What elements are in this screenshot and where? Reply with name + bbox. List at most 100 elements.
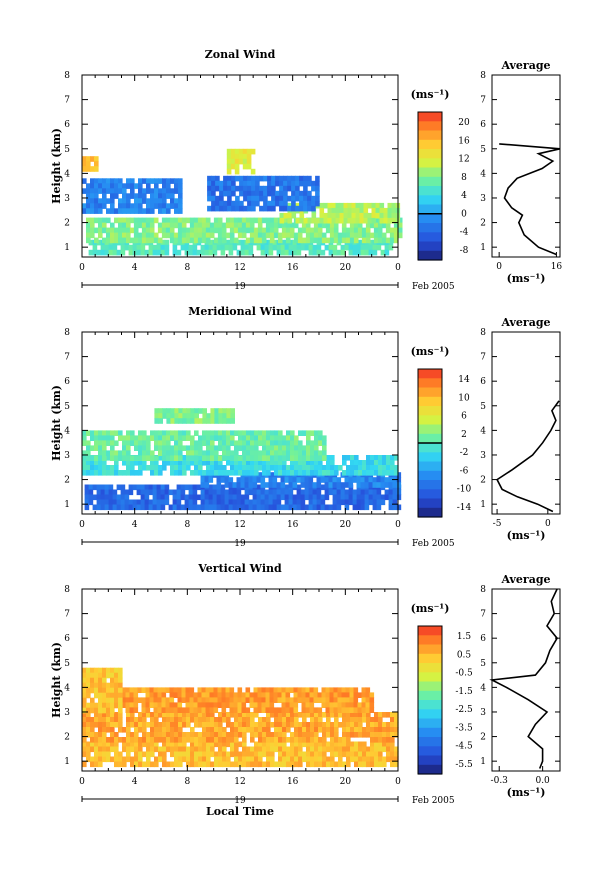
heatmap-cell <box>214 418 219 424</box>
heatmap-cell <box>246 435 251 441</box>
heatmap-cell <box>188 249 194 256</box>
heatmap-cell <box>146 450 151 456</box>
heatmap-cell <box>92 249 98 256</box>
heatmap-cell <box>211 175 216 182</box>
heatmap-cell <box>337 237 343 244</box>
heatmap-cell <box>145 692 151 698</box>
heatmap-cell <box>281 232 287 239</box>
heatmap-cell <box>356 244 362 251</box>
avg-y-tick-label: 1 <box>480 243 486 253</box>
heatmap-cell <box>292 504 298 511</box>
heatmap-cell <box>202 413 207 419</box>
heatmap-cell <box>347 202 353 209</box>
heatmap-cell <box>98 751 103 758</box>
heatmap-cell <box>365 232 371 239</box>
heatmap-cell <box>86 702 91 709</box>
x-tick-label: 8 <box>184 777 190 787</box>
heatmap-cell <box>205 702 211 708</box>
heatmap-cell <box>287 195 292 202</box>
heatmap-cell <box>338 741 343 748</box>
heatmap-cell <box>94 178 99 184</box>
heatmap-cell <box>178 722 183 728</box>
heatmap-cell <box>286 440 291 446</box>
heatmap-cell <box>106 237 111 244</box>
heatmap-cell <box>118 183 123 189</box>
heatmap-cell <box>296 494 302 501</box>
heatmap-cell <box>98 707 103 714</box>
heatmap-cell <box>90 746 95 753</box>
heatmap-cell <box>224 239 230 246</box>
heatmap-cell <box>242 732 247 738</box>
average-unit: (ms⁻¹) <box>507 786 546 799</box>
heatmap-cell <box>302 465 307 471</box>
heatmap-cell <box>265 232 271 239</box>
heatmap-cell <box>138 727 143 733</box>
heatmap-cell <box>94 717 99 723</box>
heatmap-cell <box>348 499 354 506</box>
heatmap-cell <box>178 465 183 471</box>
heatmap-cell <box>320 504 326 511</box>
heatmap-cell <box>142 178 147 184</box>
heatmap-cell <box>243 195 248 202</box>
heatmap-cell <box>242 158 248 165</box>
heatmap-cell <box>146 751 151 758</box>
heatmap-cell <box>307 180 312 187</box>
heatmap-cell <box>261 237 267 244</box>
heatmap-cell <box>257 687 263 693</box>
heatmap-cell <box>294 732 299 738</box>
heatmap-cell <box>289 222 295 229</box>
heatmap-cell <box>279 205 284 212</box>
heatmap-cell <box>204 499 210 506</box>
heatmap-cell <box>257 227 263 234</box>
heatmap-cell <box>318 727 323 733</box>
heatmap-cell <box>246 158 252 165</box>
heatmap-cell <box>173 687 179 693</box>
heatmap-cell <box>294 435 299 441</box>
heatmap-cell <box>138 440 143 446</box>
heatmap-cell <box>104 244 110 251</box>
heatmap-cell <box>238 722 243 728</box>
heatmap-cell <box>293 707 299 713</box>
heatmap-cell <box>210 741 215 748</box>
heatmap-cell <box>185 237 191 244</box>
heatmap-cell <box>254 455 259 461</box>
heatmap-cell <box>301 707 307 713</box>
avg-y-tick-label: 8 <box>480 585 486 595</box>
heatmap-cell <box>285 702 291 708</box>
heatmap-cell <box>98 682 103 689</box>
heatmap-cell <box>230 465 235 471</box>
heatmap-cell <box>234 722 239 728</box>
heatmap-cell <box>182 722 187 728</box>
heatmap-cell <box>350 746 355 753</box>
heatmap-cell <box>221 222 227 229</box>
avg-y-tick-label: 7 <box>480 353 486 363</box>
heatmap-cell <box>378 455 383 461</box>
heatmap-cell <box>292 482 298 488</box>
heatmap-cell <box>102 227 107 234</box>
heatmap-cell <box>110 198 115 204</box>
heatmap-cell <box>186 761 191 768</box>
heatmap-cell <box>356 477 362 483</box>
heatmap-cell <box>245 692 251 698</box>
heatmap-cell <box>378 732 383 738</box>
heatmap-cell <box>138 460 143 466</box>
heatmap-cell <box>146 455 151 461</box>
heatmap-cell <box>290 751 295 758</box>
colorbar-frame <box>417 111 443 261</box>
heatmap-cell <box>266 435 271 441</box>
heatmap-cell <box>182 418 187 424</box>
heatmap-cell <box>362 470 367 476</box>
heatmap-cell <box>265 222 271 229</box>
heatmap-cell <box>258 722 263 728</box>
heatmap-cell <box>351 202 357 209</box>
heatmap-cell <box>333 707 339 713</box>
heatmap-cell <box>390 761 395 768</box>
heatmap-cell <box>198 712 203 718</box>
heatmap-cell <box>257 697 263 703</box>
heatmap-cell <box>182 413 187 419</box>
heatmap-cell <box>258 746 263 753</box>
heatmap-cell <box>274 741 279 748</box>
heatmap-cell <box>309 227 315 234</box>
colorbar-tick-label: 6 <box>461 412 467 422</box>
heatmap-cell <box>192 249 198 256</box>
